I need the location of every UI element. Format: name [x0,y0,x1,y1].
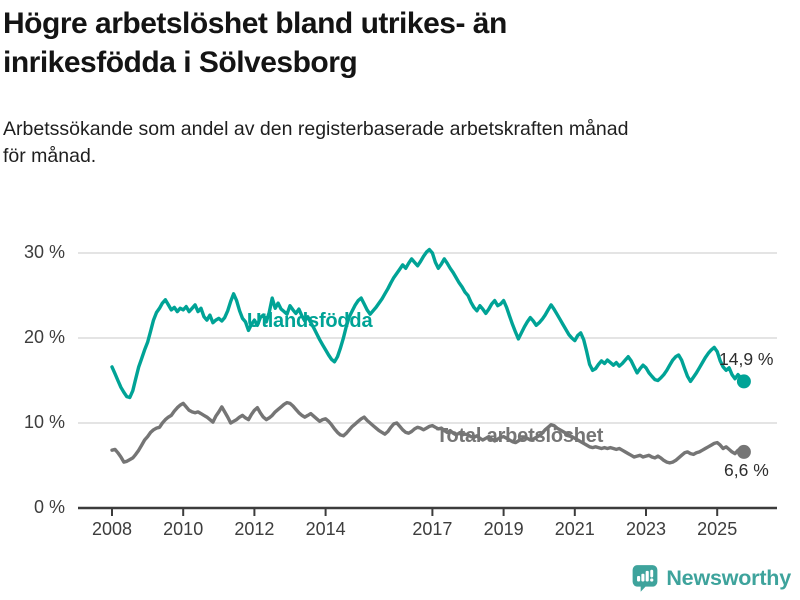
newsworthy-logo: Newsworthy [632,564,791,592]
x-axis-tick-label: 2010 [163,519,204,539]
series-end-dot-0 [736,374,751,389]
x-axis-tick-label: 2023 [625,519,667,539]
x-axis-tick-label: 2012 [234,519,275,539]
y-axis-tick-label: 10 % [23,412,65,432]
newsworthy-logo-icon [632,565,658,592]
series-label-total-arbetsloshet: Total arbetslöshet [436,425,604,447]
y-axis-tick-label: 30 % [23,242,65,262]
chart-subtitle: Arbetssökande som andel av den registerb… [3,118,629,168]
series-end-dot-1 [736,444,751,459]
x-axis-tick-label: 2008 [91,519,133,539]
end-value-label-total-arbetsloshet: 6,6 % [724,460,769,480]
x-axis-tick-label: 2021 [554,519,595,539]
x-axis-tick-label: 2019 [483,519,524,539]
y-axis-tick-label: 0 % [33,497,65,517]
end-value-label-utlandsfodda: 14,9 % [719,349,774,369]
x-axis-tick-label: 2025 [697,519,738,539]
chart-title: Högre arbetslöshet bland utrikes- än inr… [3,7,507,79]
series-label-utlandsfodda: Utlandsfödda [247,310,373,332]
x-axis-tick-label: 2014 [305,519,346,539]
y-axis-tick-label: 20 % [23,327,65,347]
series-line-1 [110,400,746,465]
newsworthy-logo-text: Newsworthy [666,565,791,590]
series-line-0 [110,247,746,400]
x-axis-tick-label: 2017 [412,519,453,539]
